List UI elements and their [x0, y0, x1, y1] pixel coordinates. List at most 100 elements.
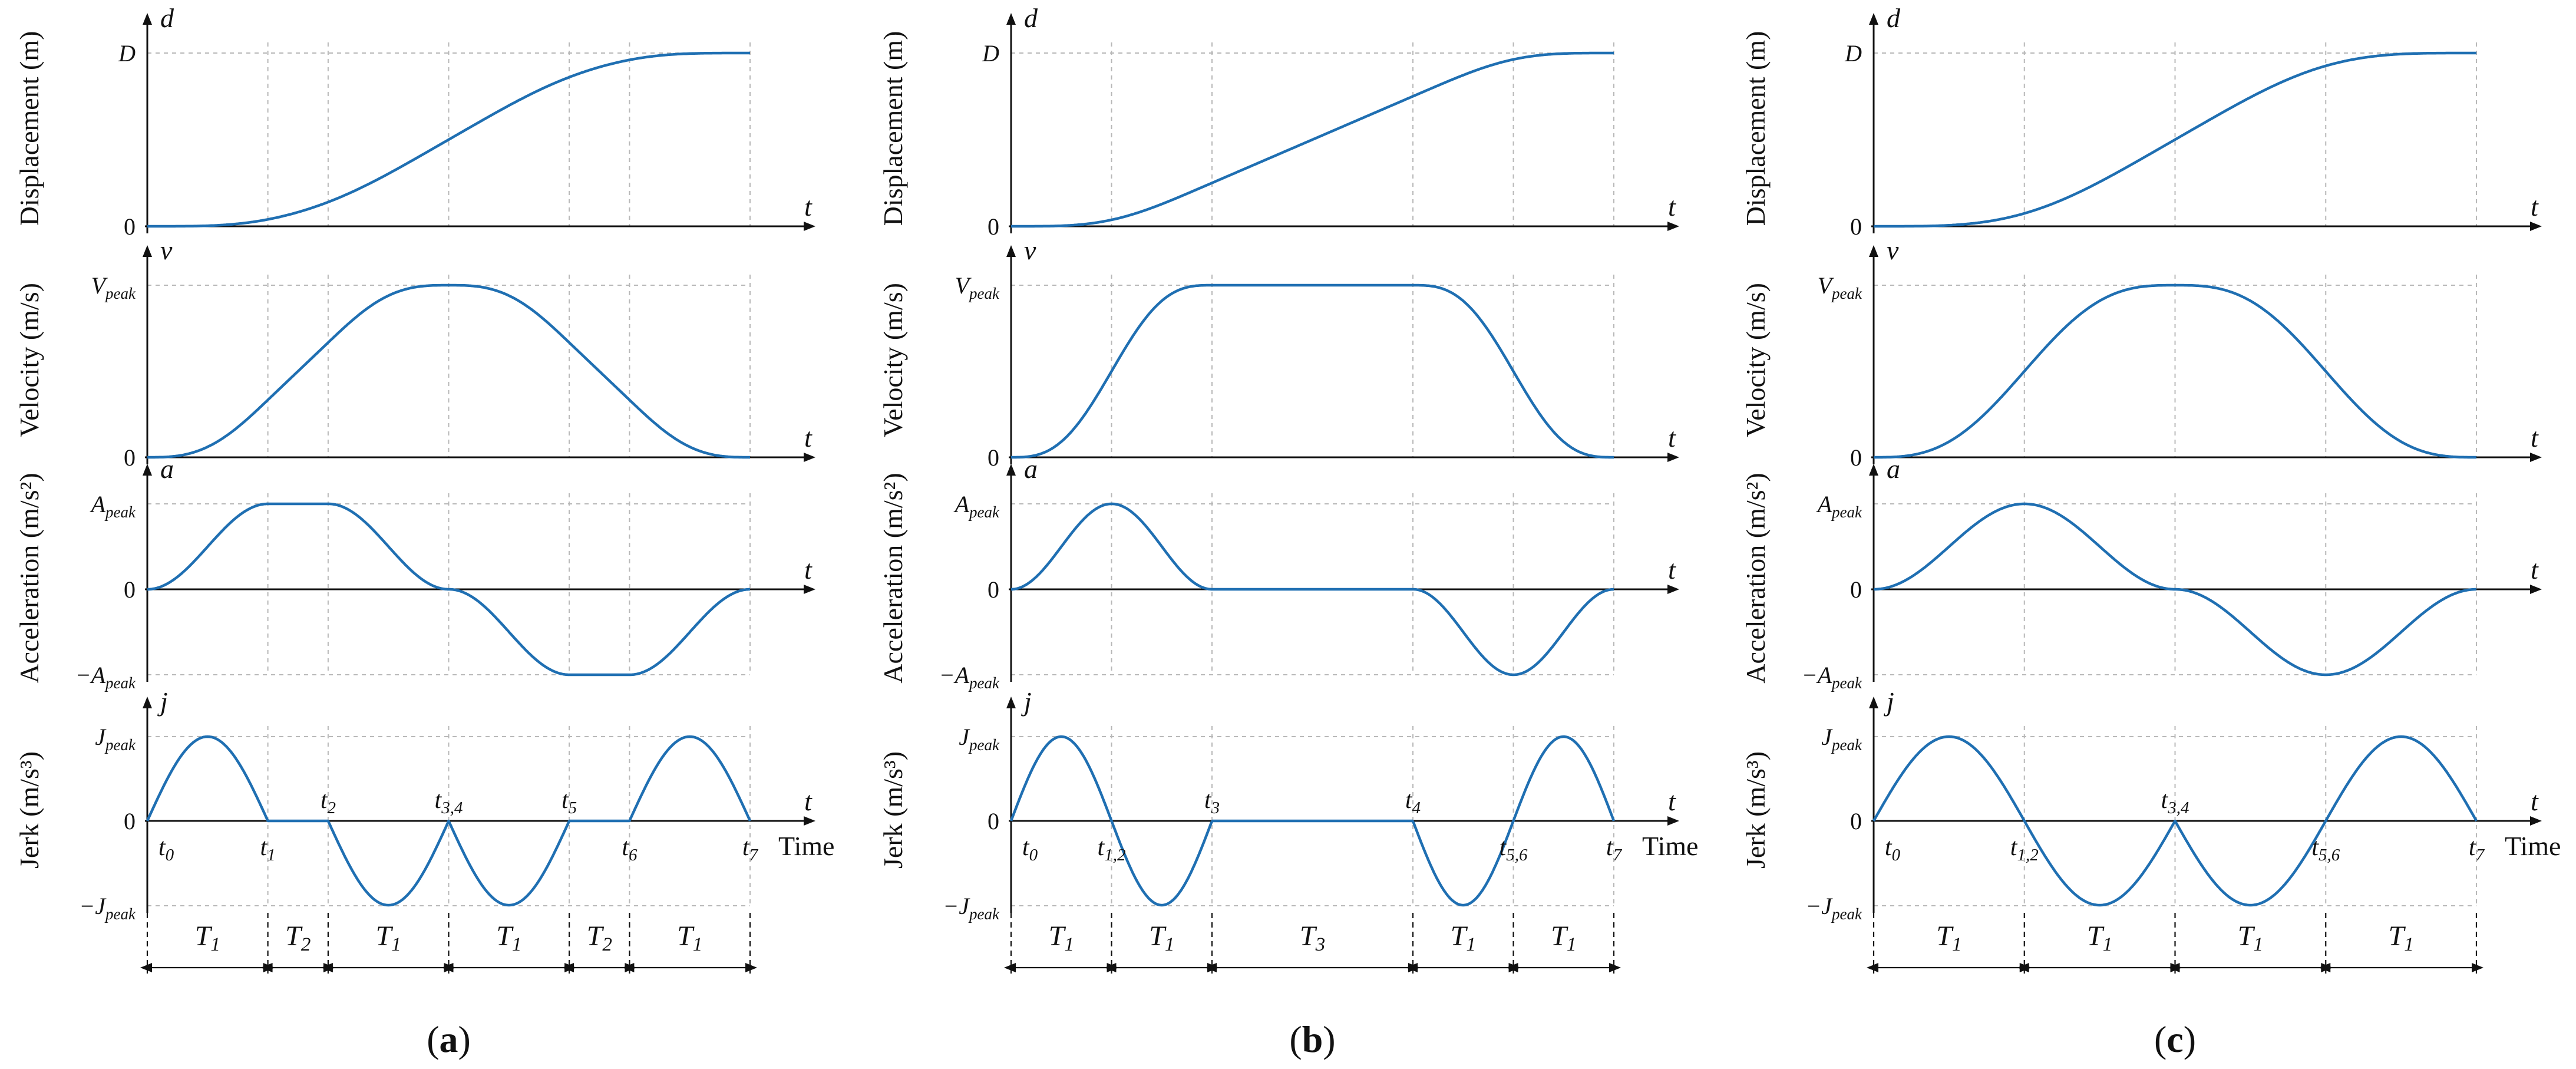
time-label: t2 [321, 787, 336, 817]
y-axis-symbol: v [1887, 235, 1899, 265]
y-axis-symbol: d [160, 3, 174, 33]
acceleration-series-line [147, 502, 751, 677]
y-axis-arrow [143, 245, 152, 257]
x-axis-arrow [1667, 585, 1679, 594]
time-label: t1,2 [2010, 834, 2039, 865]
x-axis-symbol: t [804, 555, 813, 585]
x-unit-label: Time [778, 831, 834, 861]
time-label: t7 [2469, 834, 2485, 865]
x-axis-arrow [2530, 585, 2542, 594]
y-axis-arrow [1869, 697, 1878, 708]
time-label: t3,4 [2161, 787, 2189, 817]
interval-label: T1 [195, 920, 220, 955]
acceleration-subplot: a t Apeak 0 −Apeak Acceleration (m/s²) [1741, 454, 2542, 692]
x-axis-arrow [2530, 453, 2542, 462]
acceleration-series-line [1873, 502, 2477, 677]
x-unit-label: Time [1642, 831, 1698, 861]
displacement-series-line [147, 51, 751, 228]
dimension-arrow [2319, 963, 2331, 972]
velocity-subplot: v t Vpeak 0 Velocity (m/s) [878, 235, 1679, 471]
y-axis-label: Jerk (m/s³) [1741, 751, 1771, 869]
y-axis-arrow [1869, 245, 1878, 257]
x-axis-arrow [1667, 222, 1679, 231]
y-axis-symbol: a [160, 454, 174, 484]
y-axis-arrow [1869, 464, 1878, 476]
acceleration-subplot: a t Apeak 0 −Apeak Acceleration (m/s²) [14, 454, 815, 692]
x-axis-symbol: t [804, 786, 813, 816]
x-axis-symbol: t [1668, 555, 1676, 585]
dimension-arrow [1506, 963, 1518, 972]
time-label: t5,6 [2311, 834, 2340, 865]
dimension-arrow [1406, 963, 1418, 972]
x-axis-symbol: t [1668, 423, 1676, 453]
time-label: t1,2 [1098, 834, 1126, 865]
y-axis-label: Velocity (m/s) [878, 283, 908, 437]
y-axis-arrow [143, 697, 152, 708]
tick-label: Jpeak [1821, 724, 1862, 754]
panel-a: d t D 0 Displacement (m) v t Vpeak 0 Velocity (m/… [14, 3, 834, 1060]
dimension-arrow [2017, 963, 2029, 972]
panel-caption: (c) [2154, 1018, 2196, 1060]
time-label: t1 [260, 834, 276, 865]
time-label: t3 [1204, 787, 1220, 817]
x-axis-symbol: t [1668, 192, 1676, 222]
dimension-arrow [745, 963, 757, 972]
x-axis-arrow [2530, 816, 2542, 826]
x-unit-label: Time [2505, 831, 2561, 861]
x-axis-arrow [804, 816, 815, 826]
dimension-arrow [1867, 963, 1878, 972]
dimension-arrow [1609, 963, 1621, 972]
x-axis-arrow [804, 222, 815, 231]
x-axis-symbol: t [2531, 555, 2539, 585]
y-axis-label: Velocity (m/s) [14, 283, 44, 437]
interval-label: T1 [2238, 920, 2263, 955]
interval-label: T3 [1300, 920, 1325, 955]
interval-label: T2 [587, 920, 612, 955]
tick-label: 0 [988, 444, 999, 471]
x-axis-symbol: t [1668, 786, 1676, 816]
time-label: t3,4 [435, 787, 463, 817]
dimension-arrow [321, 963, 333, 972]
interval-label: T1 [1149, 920, 1174, 955]
tick-label: Apeak [90, 491, 136, 521]
x-axis-arrow [1667, 453, 1679, 462]
tick-label: −Jpeak [943, 893, 1000, 923]
tick-label: −Apeak [75, 662, 136, 692]
y-axis-label: Jerk (m/s³) [14, 751, 44, 869]
y-axis-symbol: d [1024, 3, 1038, 33]
y-axis-label: Displacement (m) [1741, 31, 1771, 226]
x-axis-symbol: t [2531, 786, 2539, 816]
tick-label: Vpeak [91, 272, 136, 302]
tick-label: 0 [124, 444, 136, 471]
tick-label: 0 [124, 808, 136, 834]
y-axis-symbol: d [1887, 3, 1901, 33]
dimension-arrow [260, 963, 273, 972]
tick-label: D [118, 40, 136, 67]
interval-label: T1 [677, 920, 702, 955]
tick-label: Vpeak [1818, 272, 1862, 302]
time-label: t0 [158, 834, 174, 865]
tick-label: 0 [1850, 576, 1862, 603]
jerk-subplot: j t Jpeak 0 −Jpeak Jerk (m/s³) [14, 687, 815, 923]
tick-label: 0 [988, 576, 999, 603]
tick-label: D [982, 40, 999, 67]
displacement-subplot: d t D 0 Displacement (m) [878, 3, 1679, 240]
interval-label: T1 [376, 920, 401, 955]
y-axis-label: Jerk (m/s³) [878, 751, 908, 869]
y-axis-label: Acceleration (m/s²) [878, 473, 908, 683]
time-label: t6 [622, 834, 638, 865]
dimension-arrow [1205, 963, 1217, 972]
tick-label: 0 [1850, 444, 1862, 471]
x-axis-symbol: t [2531, 423, 2539, 453]
interval-label: T2 [285, 920, 311, 955]
time-label: t7 [1606, 834, 1623, 865]
velocity-series-line [1873, 283, 2477, 459]
y-axis-symbol: v [160, 235, 173, 265]
tick-label: Vpeak [955, 272, 1000, 302]
interval-label: T1 [1451, 920, 1476, 955]
dimension-arrow [441, 963, 454, 972]
tick-label: −Apeak [1802, 662, 1862, 692]
velocity-subplot: v t Vpeak 0 Velocity (m/s) [1741, 235, 2542, 471]
time-label: t5 [562, 787, 577, 817]
